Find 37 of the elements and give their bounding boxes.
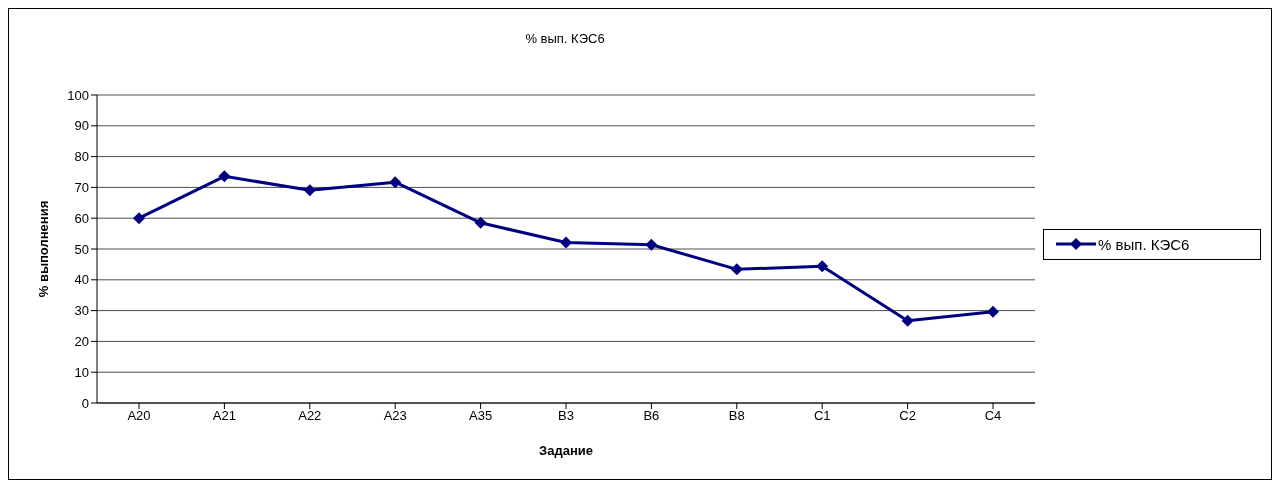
y-tick-label: 10 <box>74 364 89 380</box>
y-tick-label: 20 <box>74 334 89 350</box>
y-tick-label: 50 <box>74 241 89 257</box>
x-tick-label: C4 <box>984 408 1002 424</box>
y-tick-label: 60 <box>74 210 89 226</box>
x-tick-label: B6 <box>643 408 660 424</box>
point <box>303 184 316 197</box>
point <box>474 216 487 229</box>
point <box>730 263 743 276</box>
y-tick-label: 90 <box>74 118 89 134</box>
y-axis-title: % выполнения <box>35 200 51 298</box>
y-tick-label: 40 <box>74 272 89 288</box>
x-tick-label: B8 <box>728 408 745 424</box>
point <box>560 236 572 249</box>
legend-label: % вып. КЭС6 <box>1098 235 1190 253</box>
point <box>133 212 145 225</box>
x-axis-title: Задание <box>539 443 593 458</box>
y-tick-label: 30 <box>74 303 89 319</box>
x-tick-label: B3 <box>558 408 574 424</box>
x-tick-label: A22 <box>298 408 322 424</box>
y-tick-label: 70 <box>74 180 89 196</box>
point <box>218 170 231 183</box>
point <box>901 314 914 327</box>
x-tick-label: A23 <box>383 408 407 424</box>
y-tick-label: 0 <box>81 395 89 411</box>
x-tick-label: C2 <box>899 408 916 424</box>
point <box>987 305 999 318</box>
x-tick-label: A20 <box>127 408 151 424</box>
point <box>645 238 658 251</box>
y-tick-label: 80 <box>74 149 89 165</box>
x-tick-label: A35 <box>469 408 493 424</box>
x-tick-label: A21 <box>212 408 236 424</box>
x-tick-label: C1 <box>813 408 831 424</box>
point <box>816 260 829 273</box>
point <box>389 176 402 189</box>
chart-title: % вып. КЭС6 <box>524 31 606 46</box>
y-tick-label: 100 <box>67 87 89 103</box>
